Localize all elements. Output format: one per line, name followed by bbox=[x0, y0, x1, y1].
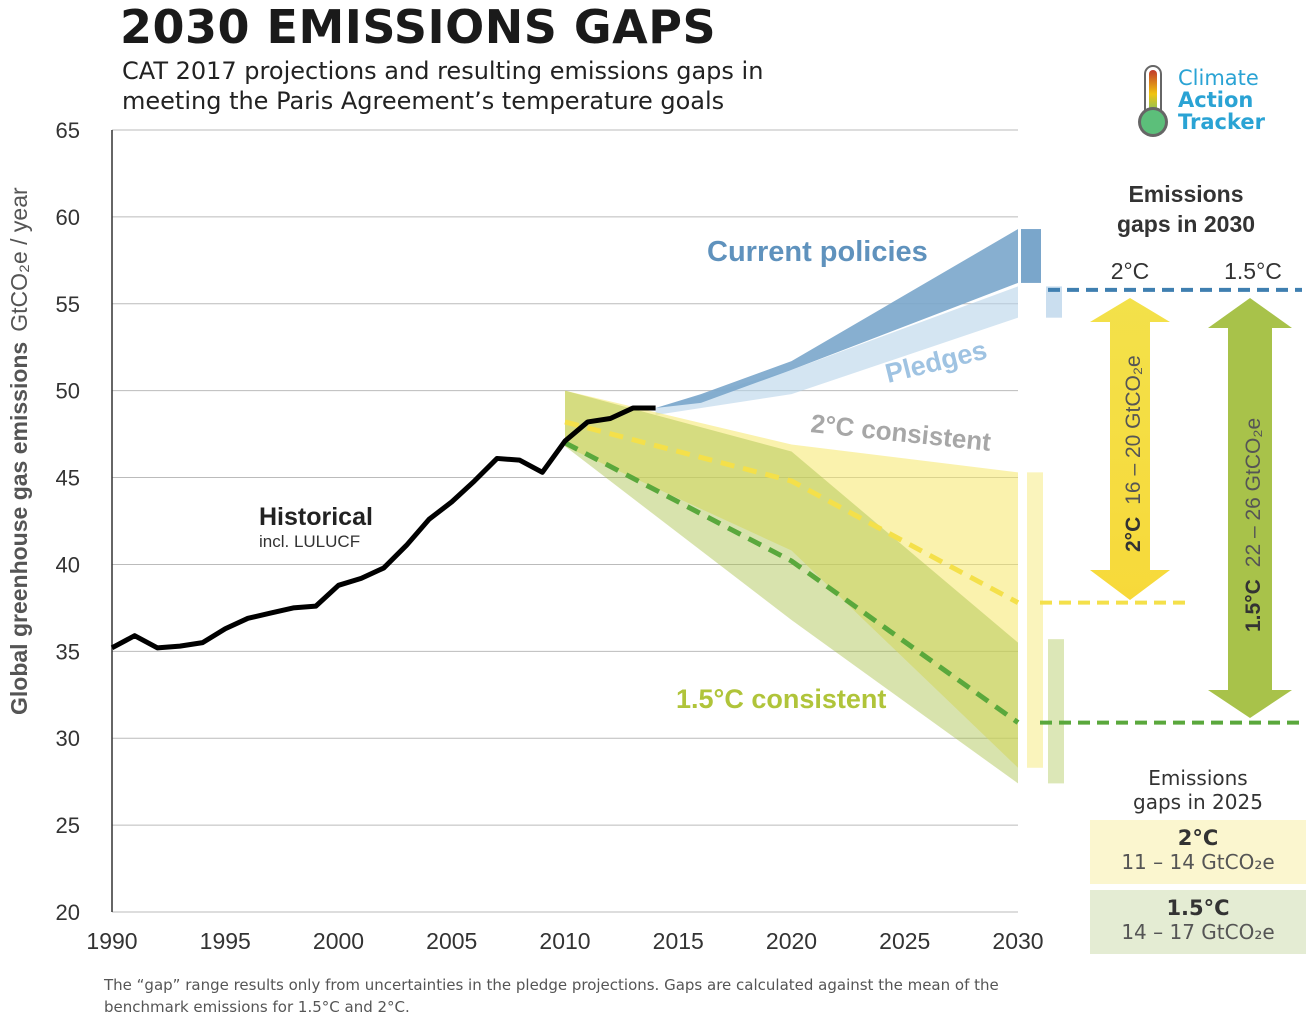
series-label-15c-consistent: 1.5°C consistent bbox=[676, 684, 886, 714]
x-tick-label-1990: 1990 bbox=[86, 928, 137, 954]
y-tick-label-45: 45 bbox=[56, 466, 80, 491]
gaps-2025-2c-box: 2°C 11 – 14 GtCO₂e bbox=[1090, 820, 1306, 884]
x-tick-label-2005: 2005 bbox=[426, 928, 477, 954]
gap-arrow-2c: 2°C 16 – 20 GtCO₂e bbox=[1090, 298, 1170, 600]
gap-arrow-15c-range: 22 – 26 GtCO₂e bbox=[1242, 418, 1265, 567]
gaps-2030-col-15c: 1.5°C bbox=[1224, 258, 1282, 284]
page-subtitle: CAT 2017 projections and resulting emiss… bbox=[122, 57, 764, 115]
thermometer-icon bbox=[1138, 65, 1168, 137]
gap-arrow-2c-label: 2°C bbox=[1122, 517, 1145, 552]
benchmark-mean-lines bbox=[563, 419, 1020, 725]
historical-line bbox=[110, 405, 656, 651]
climate-action-tracker-logo: Climate Action Tracker bbox=[1136, 64, 1296, 144]
mean-line-2-c-consistent bbox=[564, 419, 1020, 605]
svg-text:1.5°C22 – 26 GtCO₂e: 1.5°C 22 – 26 GtCO₂e bbox=[1242, 418, 1265, 632]
y-axis-label-main: Global greenhouse gas emissions bbox=[6, 342, 32, 715]
gaps-2025-2c-label: 2°C bbox=[1177, 826, 1219, 850]
gaps-2025-15c-label: 1.5°C bbox=[1166, 896, 1230, 920]
gaps-2025-15c-value: 14 – 17 GtCO₂e bbox=[1121, 920, 1275, 944]
gaps-2025-2c-value: 11 – 14 GtCO₂e bbox=[1121, 850, 1275, 874]
x-tick-label-2025: 2025 bbox=[879, 928, 930, 954]
logo-line-3: Tracker bbox=[1178, 110, 1265, 134]
gaps-2025-15c-box: 1.5°C 14 – 17 GtCO₂e bbox=[1090, 890, 1306, 954]
y-tick-label-50: 50 bbox=[56, 379, 80, 404]
gap-bar-15c bbox=[1048, 639, 1064, 784]
y-tick-label-35: 35 bbox=[56, 639, 80, 664]
y-tick-label-30: 30 bbox=[56, 726, 80, 751]
y-tick-label-60: 60 bbox=[56, 205, 80, 230]
gap-bars bbox=[1021, 229, 1302, 784]
x-tick-label-2015: 2015 bbox=[653, 928, 704, 954]
historical-series bbox=[110, 405, 656, 651]
gaps-2030-title-2: gaps in 2030 bbox=[1117, 211, 1255, 237]
x-tick-label-2030: 2030 bbox=[992, 928, 1043, 954]
x-tick-label-2010: 2010 bbox=[539, 928, 590, 954]
gap-arrow-2c-range: 16 – 20 GtCO₂e bbox=[1122, 355, 1145, 504]
series-label-current-policies: Current policies bbox=[707, 236, 928, 268]
series-label-historical: Historical bbox=[259, 503, 373, 531]
y-tick-label-65: 65 bbox=[56, 118, 80, 143]
gaps-2025-title: Emissions gaps in 2025 bbox=[1090, 766, 1306, 814]
x-axis-ticks: 1990 1995 2000 2005 2010 2015 2020 2025 2030 bbox=[86, 928, 1043, 954]
gap-bar-2c bbox=[1027, 472, 1043, 768]
band-1-5-c-consistent bbox=[565, 390, 1018, 784]
gap-arrow-15c-label: 1.5°C bbox=[1242, 579, 1265, 632]
logo-line-2: Action bbox=[1178, 88, 1254, 112]
gap-bar-pledges bbox=[1046, 286, 1062, 318]
svg-text:2°C16 – 20 GtCO₂e: 2°C 16 – 20 GtCO₂e bbox=[1122, 355, 1145, 552]
x-tick-label-2020: 2020 bbox=[766, 928, 817, 954]
gap-arrow-15c: 1.5°C 22 – 26 GtCO₂e bbox=[1208, 298, 1292, 718]
x-tick-label-2000: 2000 bbox=[313, 928, 364, 954]
y-tick-label-25: 25 bbox=[56, 813, 80, 838]
gaps-2030-col-2c: 2°C bbox=[1111, 258, 1150, 284]
y-tick-label-55: 55 bbox=[56, 292, 80, 317]
band-2-c-consistent bbox=[565, 390, 1018, 768]
logo-line-1: Climate bbox=[1178, 66, 1259, 90]
y-tick-label-40: 40 bbox=[56, 552, 80, 577]
y-tick-label-20: 20 bbox=[56, 900, 80, 925]
y-axis-label: Global greenhouse gas emissions GtCO₂e / … bbox=[6, 187, 32, 715]
page-title: 2030 EMISSIONS GAPS bbox=[120, 0, 717, 54]
y-axis-label-unit: GtCO₂e / year bbox=[6, 187, 32, 332]
projection-bands bbox=[565, 229, 1018, 784]
grid-lines bbox=[111, 129, 1018, 913]
footnote: The “gap” range results only from uncert… bbox=[104, 976, 999, 1016]
series-sublabel-historical: incl. LULUCF bbox=[259, 532, 360, 551]
series-label-2c-consistent: 2°C consistent bbox=[809, 408, 992, 457]
y-axis-ticks: 20 25 30 35 40 45 50 55 60 65 bbox=[56, 118, 80, 925]
x-tick-label-1995: 1995 bbox=[200, 928, 251, 954]
gap-bar-current-policies bbox=[1021, 229, 1041, 283]
gaps-2030-title-1: Emissions bbox=[1128, 181, 1243, 207]
gaps-2025-title-1: Emissions bbox=[1148, 766, 1248, 790]
gaps-2025-title-2: gaps in 2025 bbox=[1133, 790, 1263, 814]
mean-line-1-5-c-consistent bbox=[563, 440, 1020, 725]
